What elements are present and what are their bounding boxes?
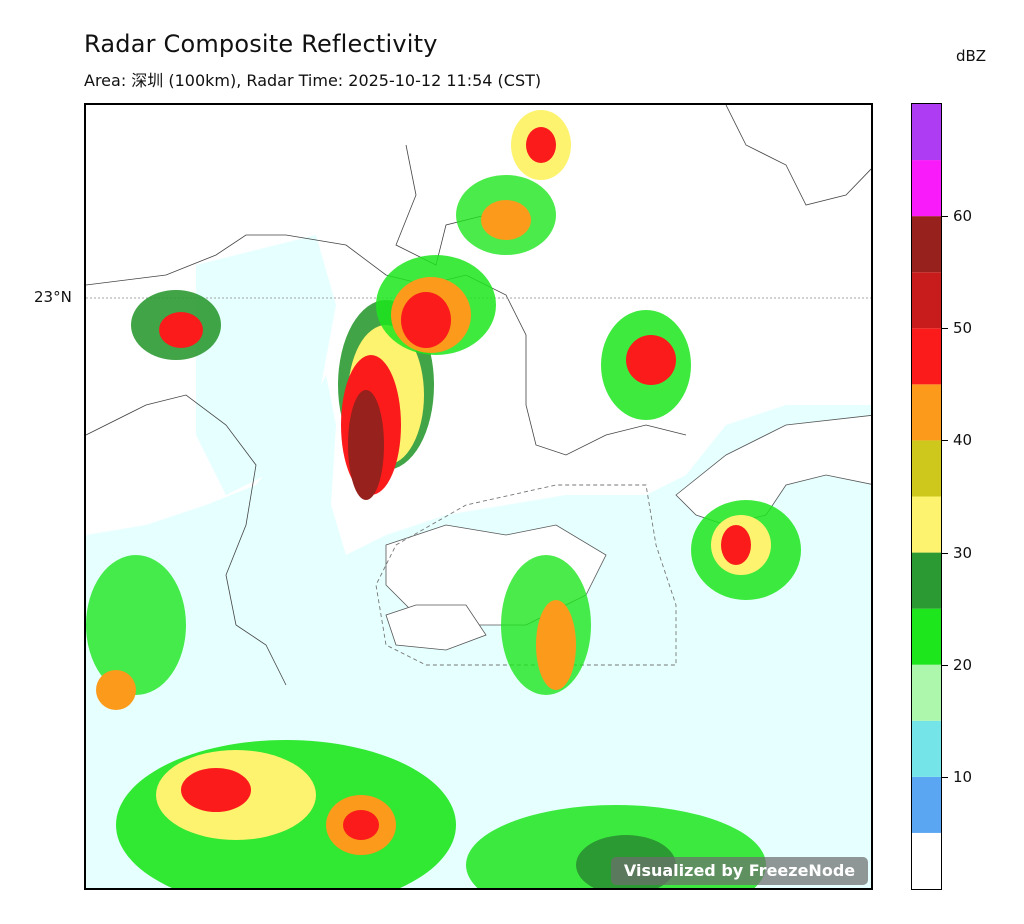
watermark: Visualized by FreezeNode [611,857,868,885]
colorbar-tick-mark [942,328,948,330]
colorbar-bin-0 [912,832,941,889]
colorbar-tick-label: 50 [953,319,973,338]
lantau-island [385,604,487,651]
colorbar-tick-mark [942,664,948,666]
colorbar-bin-10 [912,272,941,329]
colorbar-bin-11 [912,216,941,273]
district-boundary [395,144,487,266]
radar-map-canvas [86,105,871,888]
colorbar [911,103,942,890]
colorbar-bin-12 [912,160,941,217]
chart-subtitle: Area: 深圳 (100km), Radar Time: 2025-10-12… [84,71,542,90]
colorbar-bin-3 [912,664,941,721]
colorbar-bin-2 [912,720,941,777]
colorbar-tick-mark [942,552,948,554]
estuary [196,235,336,495]
colorbar-bin-7 [912,440,941,497]
colorbar-bin-6 [912,496,941,553]
colorbar-tick-label: 30 [953,543,973,562]
colorbar-tick-label: 10 [953,767,973,786]
colorbar-tick-mark [942,216,948,218]
chart-title: Radar Composite Reflectivity [84,30,438,58]
colorbar-bins [912,104,941,889]
colorbar-bin-1 [912,776,941,833]
colorbar-tick-mark [942,776,948,778]
district-boundary-2 [725,105,871,206]
colorbar-bin-13 [912,104,941,161]
colorbar-bin-8 [912,384,941,441]
colorbar-bin-5 [912,552,941,609]
colorbar-tick-label: 60 [953,207,973,226]
colorbar-tick-label: 20 [953,655,973,674]
latitude-label: 23°N [34,288,72,306]
hk-boundary-dashed [375,484,677,666]
colorbar-bin-4 [912,608,941,665]
colorbar-tick-label: 40 [953,431,973,450]
colorbar-tick-mark [942,440,948,442]
radar-echoes [86,110,801,888]
district-boundary-3 [86,394,287,686]
colorbar-bin-9 [912,328,941,385]
radar-map [84,103,873,890]
colorbar-unit: dBZ [956,47,987,65]
